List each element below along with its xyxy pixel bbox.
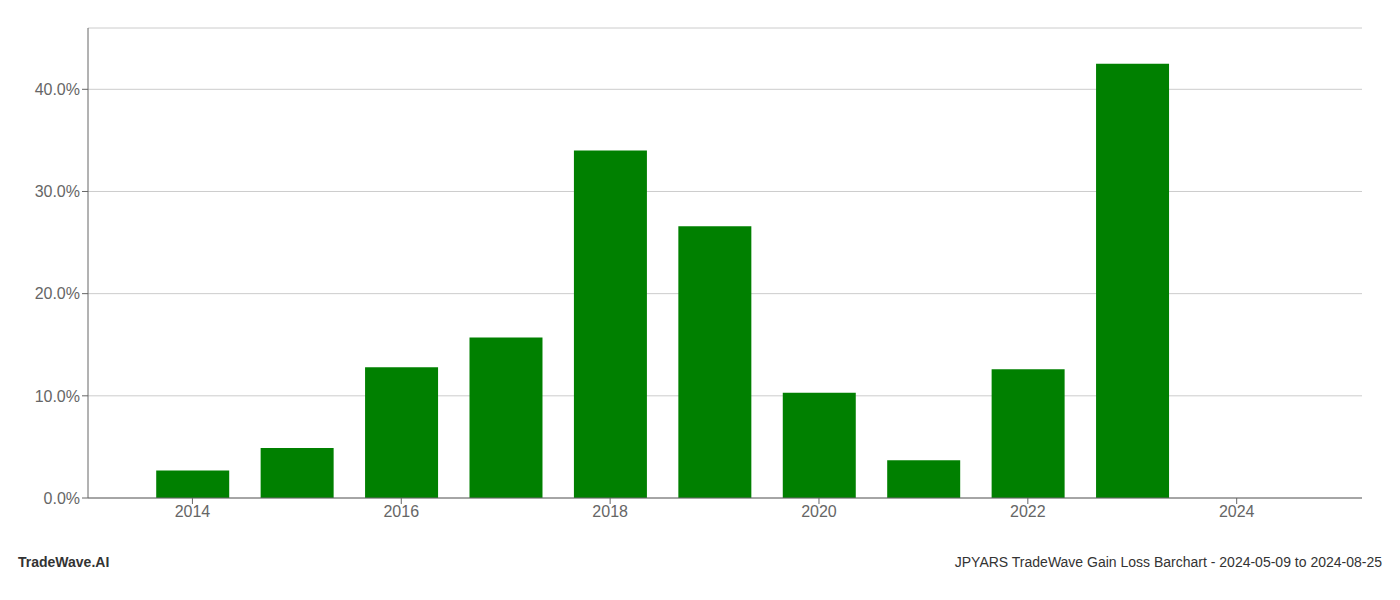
svg-text:2020: 2020 [801, 503, 837, 520]
svg-text:2022: 2022 [1010, 503, 1046, 520]
html-text:TradeWave.AI: TradeWave.AI [18, 554, 110, 570]
svg-text:2018: 2018 [592, 503, 628, 520]
svg-text:10.0%: 10.0% [35, 388, 80, 405]
svg-text:2014: 2014 [175, 503, 211, 520]
svg-text:30.0%: 30.0% [35, 183, 80, 200]
html-text:JPYARS TradeWave Gain Loss Bar: JPYARS TradeWave Gain Loss Barchart - 20… [954, 554, 1382, 570]
svg-text:2016: 2016 [383, 503, 419, 520]
svg-text:0.0%: 0.0% [44, 490, 80, 507]
svg-text:2024: 2024 [1219, 503, 1255, 520]
svg-text:40.0%: 40.0% [35, 81, 80, 98]
svg-text:20.0%: 20.0% [35, 285, 80, 302]
